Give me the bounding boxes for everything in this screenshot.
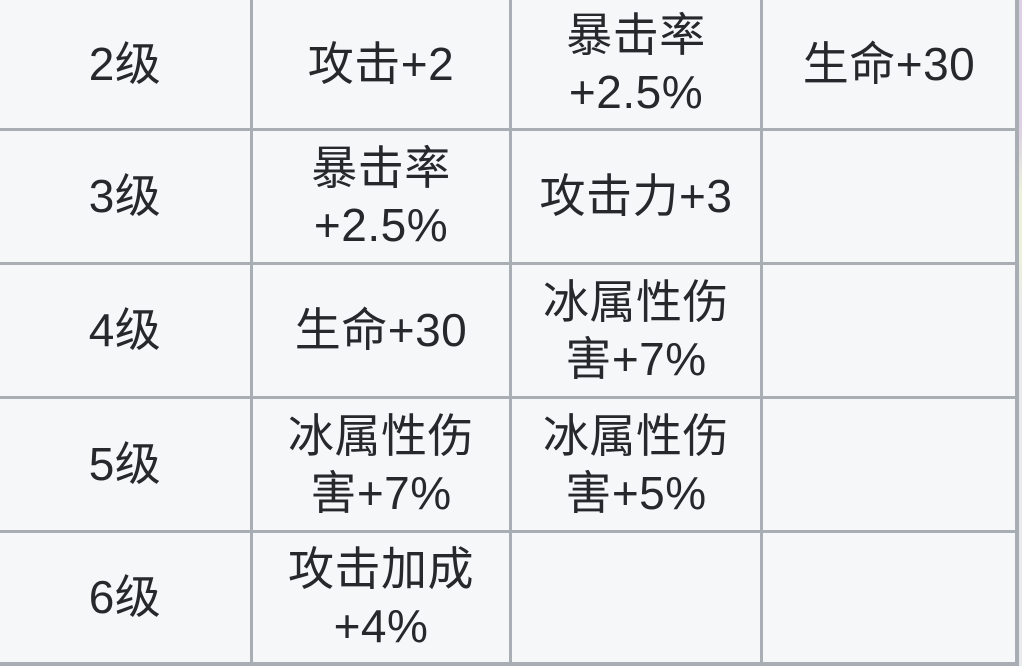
bonus-cell: 生命+30 [763,0,1015,128]
bonus-cell: 暴击率 +2.5% [253,131,509,262]
bonus-cell: 暴击率 +2.5% [512,0,760,128]
bonus-cell: 攻击+2 [253,0,509,128]
bonus-cell [512,533,760,662]
level-cell: 6级 [0,533,250,662]
bonus-cell [763,533,1015,662]
page-edge-strip [1019,0,1022,666]
level-cell: 5级 [0,399,250,530]
bonus-cell [763,131,1015,262]
bonus-cell [763,265,1015,396]
bonus-cell: 攻击加成 +4% [253,533,509,662]
bonus-cell: 生命+30 [253,265,509,396]
bonus-cell: 攻击力+3 [512,131,760,262]
level-cell: 3级 [0,131,250,262]
bonus-cell [763,399,1015,530]
bonus-cell: 冰属性伤 害+7% [512,265,760,396]
level-cell: 4级 [0,265,250,396]
bonus-cell: 冰属性伤 害+7% [253,399,509,530]
bonus-cell: 冰属性伤 害+5% [512,399,760,530]
level-cell: 2级 [0,0,250,128]
